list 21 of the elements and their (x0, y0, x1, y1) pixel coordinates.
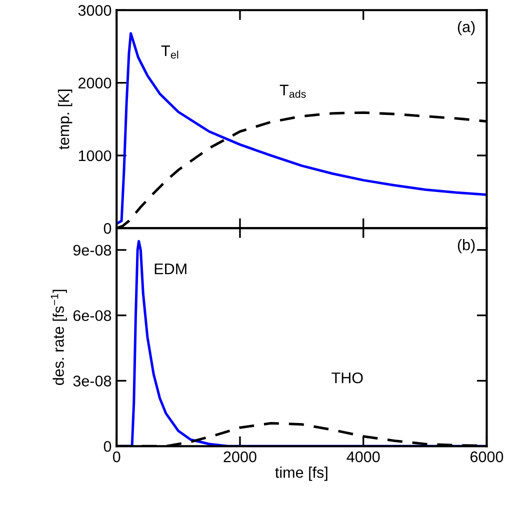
y-axis-title: des. rate [fs$^{−1}$] (50, 290, 67, 385)
annotation: EDM (154, 264, 186, 274)
x-tick-label: 0 (112, 451, 120, 462)
y-tick-label: 1000 (78, 150, 112, 162)
y-tick-label: 6e-08 (73, 310, 112, 322)
y-tick-label: 0 (104, 223, 112, 234)
annotation: (a) (458, 21, 475, 36)
annotation: T$_{ads}$ (280, 84, 306, 98)
y-tick-label: 3e-08 (73, 376, 112, 386)
annotation: (b) (458, 239, 475, 254)
y-axis-title: temp. [K] (58, 90, 72, 150)
y-tick-label: 0 (104, 441, 112, 452)
x-axis-title: time [fs] (275, 466, 328, 481)
y-tick-label: 2000 (78, 78, 112, 88)
x-tick-label: 4000 (346, 451, 380, 462)
annotation: T$_{el}$ (161, 46, 178, 59)
x-tick-label: 2000 (224, 451, 256, 462)
annotation: THO (332, 372, 363, 384)
x-tick-label: 6000 (470, 451, 504, 462)
y-tick-label: 9e-08 (73, 244, 112, 256)
y-tick-label: 3000 (78, 5, 112, 16)
